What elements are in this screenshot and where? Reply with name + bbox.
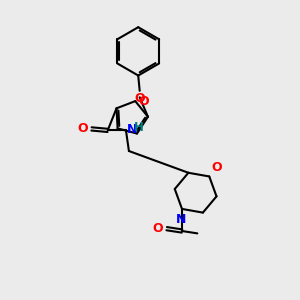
Text: O: O	[212, 161, 222, 174]
Text: N: N	[127, 123, 137, 136]
Text: O: O	[77, 122, 88, 135]
Text: O: O	[152, 222, 163, 235]
Text: O: O	[139, 94, 149, 108]
Text: O: O	[134, 92, 145, 105]
Text: H: H	[134, 121, 144, 134]
Text: N: N	[176, 213, 187, 226]
